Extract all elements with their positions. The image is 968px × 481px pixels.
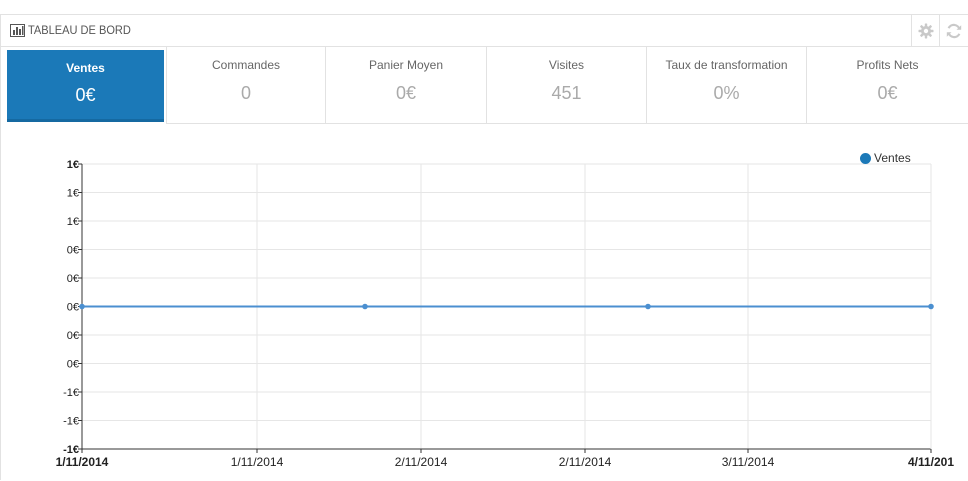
kpi-value: 0% (713, 83, 740, 103)
y-tick-label: -1€ (63, 387, 79, 399)
y-tick-label: 1€ (67, 159, 79, 171)
x-tick-label: 4/11/201 (908, 455, 954, 469)
chart-legend[interactable]: Ventes (860, 151, 911, 165)
kpi-value: 0€ (877, 83, 898, 103)
kpi-visites[interactable]: Visites 451 (487, 47, 647, 124)
kpi-label: Taux de transformation (665, 58, 788, 72)
series-point-ventes (79, 303, 85, 310)
dashboard-panel: TABLEAU DE BORD (0, 14, 968, 480)
x-tick-label: 1/11/2014 (56, 455, 109, 469)
sales-chart: 1€ 1€ 1€ 0€ 0€ 0€ 0€ 0€ -1€ -1€ -1€ 1/11/2014 1/11/2… (1, 124, 968, 481)
y-tick-label: -1€ (63, 416, 79, 428)
bar-chart-icon (10, 23, 25, 37)
kpi-label: Profits Nets (856, 58, 919, 72)
kpi-value: 0 (240, 83, 251, 103)
kpi-value: 0€ (395, 83, 417, 103)
kpi-row: Ventes 0€ Commandes 0 Panier Moyen 0€ Vi… (1, 47, 968, 124)
kpi-value: 0€ (75, 85, 96, 105)
kpi-label: Ventes (66, 61, 105, 75)
series-point-ventes (362, 303, 368, 310)
x-tick-label: 1/11/2014 (231, 455, 284, 469)
kpi-profits-nets[interactable]: Profits Nets 0€ (807, 47, 968, 124)
legend-ventes-swatch (860, 152, 871, 164)
x-tick-label: 2/11/2014 (395, 455, 448, 469)
panel-header: TABLEAU DE BORD (1, 15, 968, 47)
y-tick-label: 0€ (67, 302, 79, 314)
y-tick-label: 0€ (67, 273, 79, 285)
y-tick-label: 0€ (67, 359, 79, 371)
kpi-ventes[interactable]: Ventes 0€ (7, 50, 164, 122)
series-point-ventes (645, 303, 651, 310)
legend-ventes-label: Ventes (874, 151, 911, 165)
panel-title: TABLEAU DE BORD (10, 23, 140, 37)
kpi-panier-moyen[interactable]: Panier Moyen 0€ (326, 47, 487, 124)
kpi-label: Commandes (211, 58, 281, 72)
x-tick-label: 3/11/2014 (722, 455, 775, 469)
y-tick-label: 1€ (67, 188, 79, 200)
kpi-value: 451 (551, 83, 582, 103)
kpi-commandes[interactable]: Commandes 0 (166, 47, 326, 124)
y-tick-label: -1€ (63, 444, 79, 456)
kpi-taux-de-transformation[interactable]: Taux de transformation 0% (647, 47, 807, 124)
kpi-label: Visites (548, 58, 585, 72)
panel-title-text: TABLEAU DE BORD (28, 23, 131, 37)
refresh-button[interactable] (939, 15, 968, 46)
y-tick-label: 0€ (67, 245, 79, 257)
kpi-label: Panier Moyen (368, 58, 444, 72)
refresh-icon (946, 23, 962, 38)
chart-svg: 1€1€1€0€0€0€0€0€-1€-1€-1€1/11/2014 1/11/2… (56, 159, 955, 469)
configure-button[interactable] (911, 15, 939, 46)
gear-icon (918, 23, 933, 38)
x-tick-label: 2/11/2014 (559, 455, 612, 469)
series-point-ventes (928, 303, 934, 310)
y-tick-label: 0€ (67, 330, 79, 342)
y-tick-label: 1€ (67, 216, 79, 228)
